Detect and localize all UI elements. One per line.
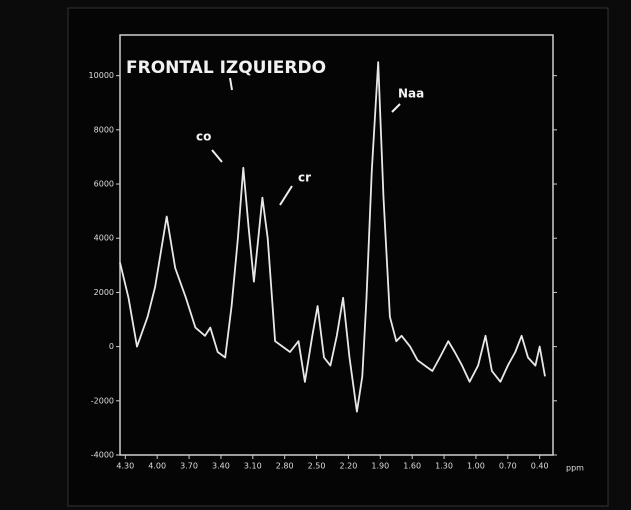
y-tick-label: 10000 xyxy=(89,71,114,80)
chart: FRONTAL IZQUIERDO ppm -4000 -2000 0 2000 400… xyxy=(0,0,631,510)
x-tick-label: 0.70 xyxy=(499,462,517,471)
y-tick-label: 0 xyxy=(109,342,114,351)
annotation: cr xyxy=(298,171,311,185)
x-tick-label: 4.00 xyxy=(148,462,166,471)
x-tick-label: 3.70 xyxy=(180,462,198,471)
chart-title: FRONTAL IZQUIERDO xyxy=(126,58,326,78)
y-tick-label: 6000 xyxy=(94,180,114,189)
monitor xyxy=(68,8,608,506)
x-tick-label: 1.00 xyxy=(467,462,485,471)
annotation: co xyxy=(196,130,211,144)
annotation: Naa xyxy=(398,87,424,101)
y-tick-label: -4000 xyxy=(91,451,114,460)
x-tick-label: 2.80 xyxy=(276,462,294,471)
x-axis-label: ppm xyxy=(566,464,584,473)
y-tick-label: -2000 xyxy=(91,396,114,405)
x-tick-label: 1.60 xyxy=(403,462,421,471)
y-tick-label: 8000 xyxy=(94,125,114,134)
x-tick-label: 3.10 xyxy=(244,462,262,471)
x-tick-label: 3.40 xyxy=(212,462,230,471)
y-tick-label: 4000 xyxy=(94,234,114,243)
x-tick-label: 1.90 xyxy=(371,462,389,471)
x-tick-label: 4.30 xyxy=(116,462,134,471)
x-tick-label: 1.30 xyxy=(435,462,453,471)
x-tick-label: 2.50 xyxy=(308,462,326,471)
x-tick-label: 0.40 xyxy=(531,462,549,471)
y-tick-label: 2000 xyxy=(94,288,114,297)
x-tick-label: 2.20 xyxy=(340,462,358,471)
